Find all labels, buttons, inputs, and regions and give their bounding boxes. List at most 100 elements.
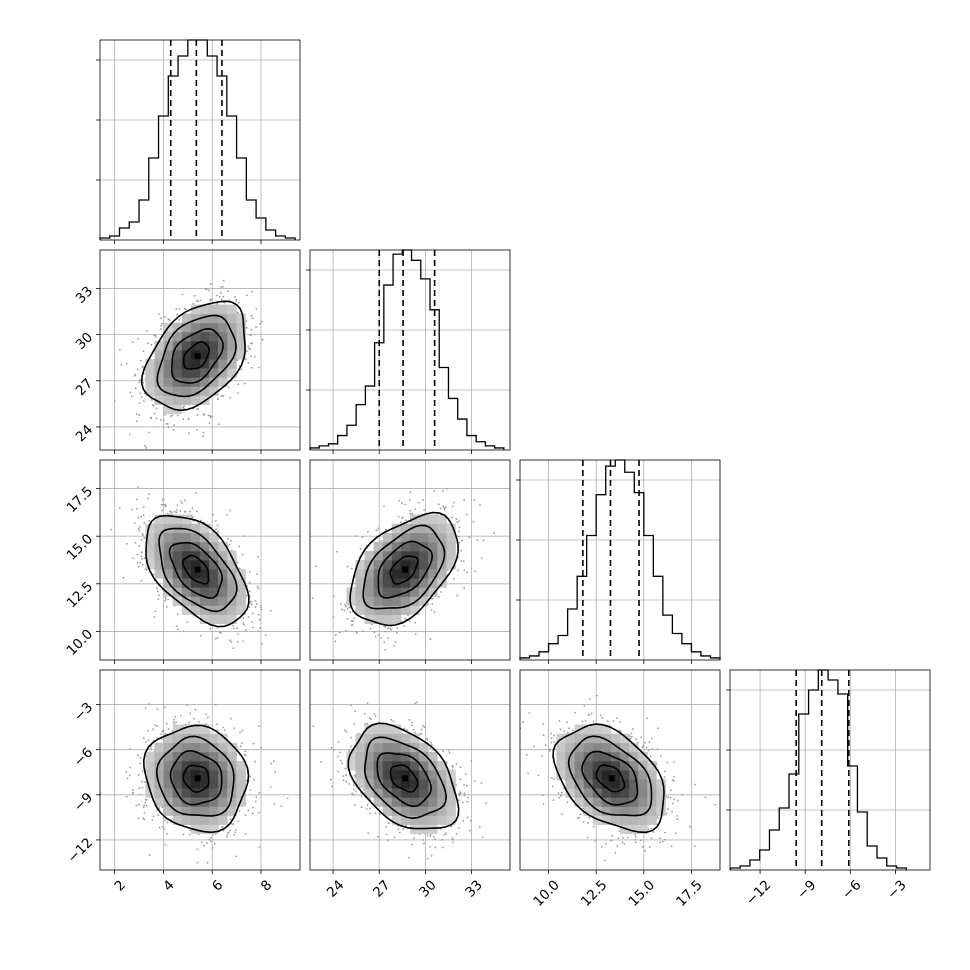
histogram-outline xyxy=(99,39,296,240)
density-cell xyxy=(236,331,246,342)
density-cell xyxy=(364,578,375,588)
scatter-point xyxy=(153,412,156,415)
scatter-point xyxy=(137,803,140,806)
scatter-point xyxy=(243,623,245,626)
scatter-point xyxy=(397,515,400,518)
scatter-point xyxy=(247,616,250,618)
scatter-point xyxy=(166,513,169,515)
scatter-point xyxy=(346,607,349,610)
scatter-point xyxy=(148,703,151,705)
density-cell xyxy=(181,313,192,324)
density-cell xyxy=(437,532,447,543)
scatter-point xyxy=(438,503,440,506)
scatter-point xyxy=(468,536,471,538)
density-cell xyxy=(154,377,165,387)
scatter-point xyxy=(221,286,224,288)
scatter-point xyxy=(392,644,395,647)
scatter-point xyxy=(237,632,239,635)
density-cell xyxy=(410,605,420,615)
scatter-point xyxy=(409,498,411,501)
density-cell xyxy=(200,578,210,588)
density-cell xyxy=(400,578,411,588)
scatter-point xyxy=(254,800,257,803)
scatter-point xyxy=(466,571,468,574)
scatter-point xyxy=(209,627,212,630)
scatter-point xyxy=(269,609,272,612)
scatter-point xyxy=(176,504,179,507)
scatter-point xyxy=(128,433,131,436)
contour-2 xyxy=(171,327,224,384)
density-cell xyxy=(163,532,174,543)
density-cell xyxy=(446,541,456,552)
scatter-point xyxy=(179,510,182,513)
scatter-point xyxy=(411,512,414,515)
histogram-panel-4 xyxy=(726,669,931,874)
scatter-point xyxy=(132,557,135,560)
scatter-point xyxy=(369,627,372,630)
density-cell xyxy=(355,587,365,597)
scatter-point xyxy=(208,422,211,425)
scatter-point xyxy=(228,829,231,832)
scatter-point xyxy=(167,728,170,730)
density-cell xyxy=(181,550,192,561)
panel-frame xyxy=(99,39,301,241)
density-cell xyxy=(382,596,393,606)
density-cell xyxy=(446,560,456,570)
scatter-point xyxy=(138,381,141,384)
scatter-point xyxy=(194,294,196,297)
density-cell xyxy=(236,578,246,588)
density-cell xyxy=(200,523,210,534)
scatter-point xyxy=(244,814,247,817)
scatter-point xyxy=(119,349,121,351)
density-cell xyxy=(172,560,183,570)
scatter-point xyxy=(311,597,314,599)
scatter-point xyxy=(202,844,205,847)
density-cell xyxy=(428,587,438,597)
scatter-point xyxy=(143,557,146,560)
scatter-point xyxy=(130,395,133,398)
scatter-point xyxy=(242,535,245,537)
density-cell xyxy=(181,340,192,351)
density-cell xyxy=(154,386,165,396)
scatter-point xyxy=(209,416,212,419)
panel-frame xyxy=(729,669,931,871)
scatter-point xyxy=(380,637,383,639)
scatter-point xyxy=(148,493,150,496)
density-cell xyxy=(218,605,228,615)
scatter-point xyxy=(257,366,260,369)
scatter-point xyxy=(228,543,231,546)
scatter-point xyxy=(155,417,158,420)
scatter-point xyxy=(431,597,434,600)
density-cell xyxy=(391,587,402,597)
density-cell xyxy=(200,614,210,625)
density-cell xyxy=(227,359,237,369)
contour-2 xyxy=(377,540,434,599)
density-cell xyxy=(410,541,420,552)
scatter-point xyxy=(245,594,248,597)
density-cell xyxy=(400,569,411,579)
scatter-point xyxy=(206,861,209,864)
density-cell xyxy=(163,359,174,369)
scatter-point xyxy=(240,368,243,371)
scatter-point xyxy=(431,603,434,605)
scatter-point xyxy=(451,505,454,508)
panel-frame xyxy=(99,249,301,451)
density-cell xyxy=(428,578,438,588)
density-cell xyxy=(437,514,447,525)
scatter-point xyxy=(164,316,167,318)
density-cell xyxy=(355,569,365,579)
scatter-point xyxy=(256,603,258,605)
scatter-point xyxy=(403,625,405,627)
scatter-point xyxy=(237,392,239,394)
scatter-point xyxy=(453,577,455,580)
density-cell xyxy=(163,514,174,525)
scatter-point xyxy=(176,414,179,417)
scatter-point xyxy=(113,400,116,403)
density-cell xyxy=(172,386,183,396)
contour-4 xyxy=(349,511,459,627)
density-cell xyxy=(190,541,201,552)
scatter-point xyxy=(260,608,263,611)
scatter-point xyxy=(186,621,189,623)
scatter-point xyxy=(229,639,232,642)
scatter-point xyxy=(93,504,95,506)
